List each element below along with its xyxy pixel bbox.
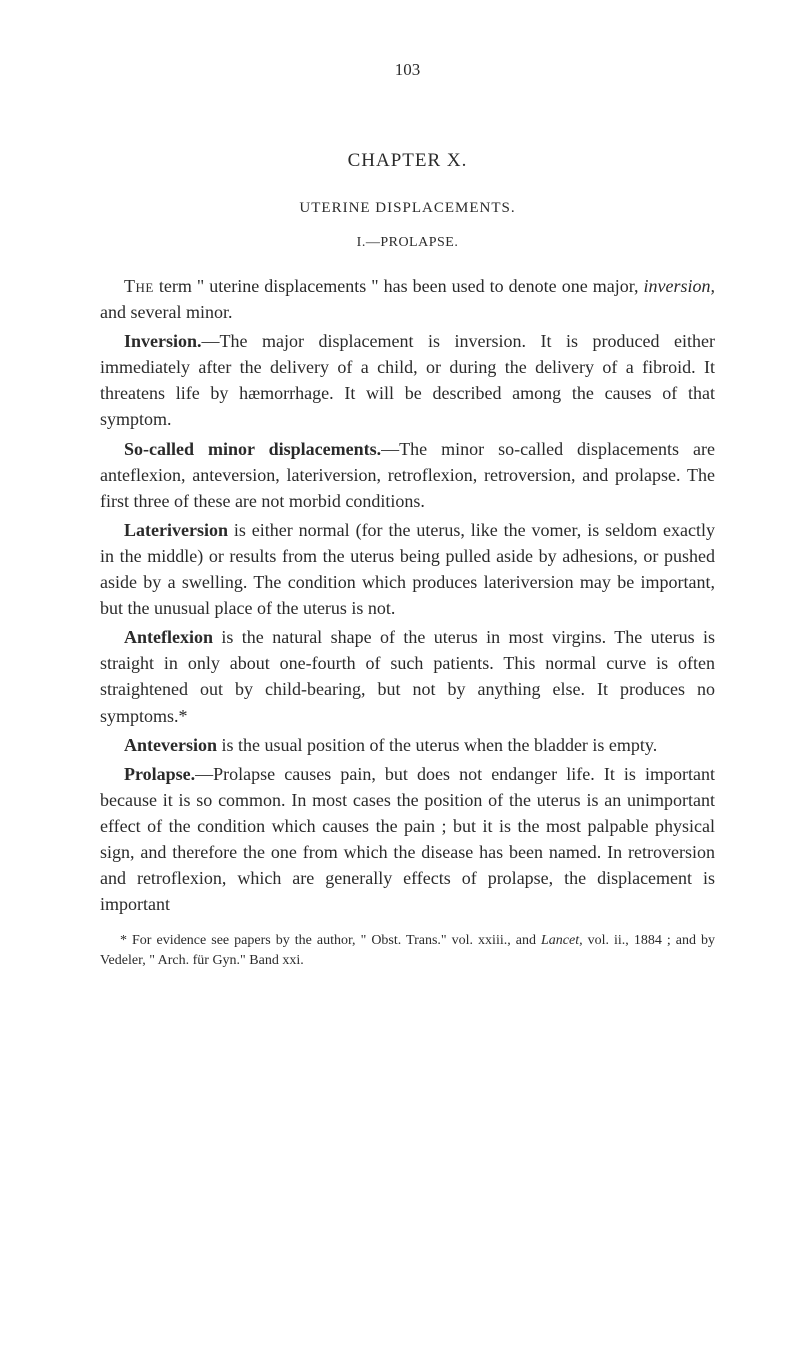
- p6-text: is the usual position of the uterus when…: [217, 735, 657, 755]
- paragraph-prolapse: Prolapse.—Prolapse causes pain, but does…: [100, 761, 715, 918]
- p7-bold: Prolapse.: [124, 764, 195, 784]
- section-heading: UTERINE DISPLACEMENTS.: [100, 200, 715, 217]
- footnote-marker: *: [120, 933, 127, 948]
- p1-italic: inversion,: [644, 276, 716, 296]
- page-content: 103 CHAPTER X. UTERINE DISPLACEMENTS. I.…: [100, 60, 715, 970]
- footnote: * For evidence see papers by the author,…: [100, 931, 715, 970]
- sub-heading: I.—PROLAPSE.: [100, 235, 715, 251]
- paragraph-lateriversion: Lateriversion is either normal (for the …: [100, 517, 715, 621]
- p7-text: —Prolapse causes pain, but does not enda…: [100, 764, 715, 914]
- p4-bold: Lateriversion: [124, 520, 228, 540]
- paragraph-anteversion: Anteversion is the usual position of the…: [100, 732, 715, 758]
- p1-text: term " uterine displacements " has been …: [154, 276, 644, 296]
- footnote-italic: Lancet,: [541, 933, 583, 948]
- lead-word: The: [124, 276, 154, 296]
- paragraph-socalled: So-called minor displacements.—The minor…: [100, 436, 715, 514]
- chapter-heading: CHAPTER X.: [100, 150, 715, 172]
- p3-bold: So-called minor displacements.: [124, 439, 381, 459]
- paragraph-inversion: Inversion.—The major displacement is inv…: [100, 328, 715, 432]
- p5-bold: Anteflexion: [124, 627, 213, 647]
- p1-rest: and several minor.: [100, 302, 232, 322]
- p2-bold: Inversion.: [124, 331, 202, 351]
- footnote-text1: For evidence see papers by the author, "…: [127, 933, 541, 948]
- paragraph-intro: The term " uterine displacements " has b…: [100, 273, 715, 325]
- p6-bold: Anteversion: [124, 735, 217, 755]
- paragraph-anteflexion: Anteflexion is the natural shape of the …: [100, 624, 715, 728]
- page-number: 103: [100, 60, 715, 80]
